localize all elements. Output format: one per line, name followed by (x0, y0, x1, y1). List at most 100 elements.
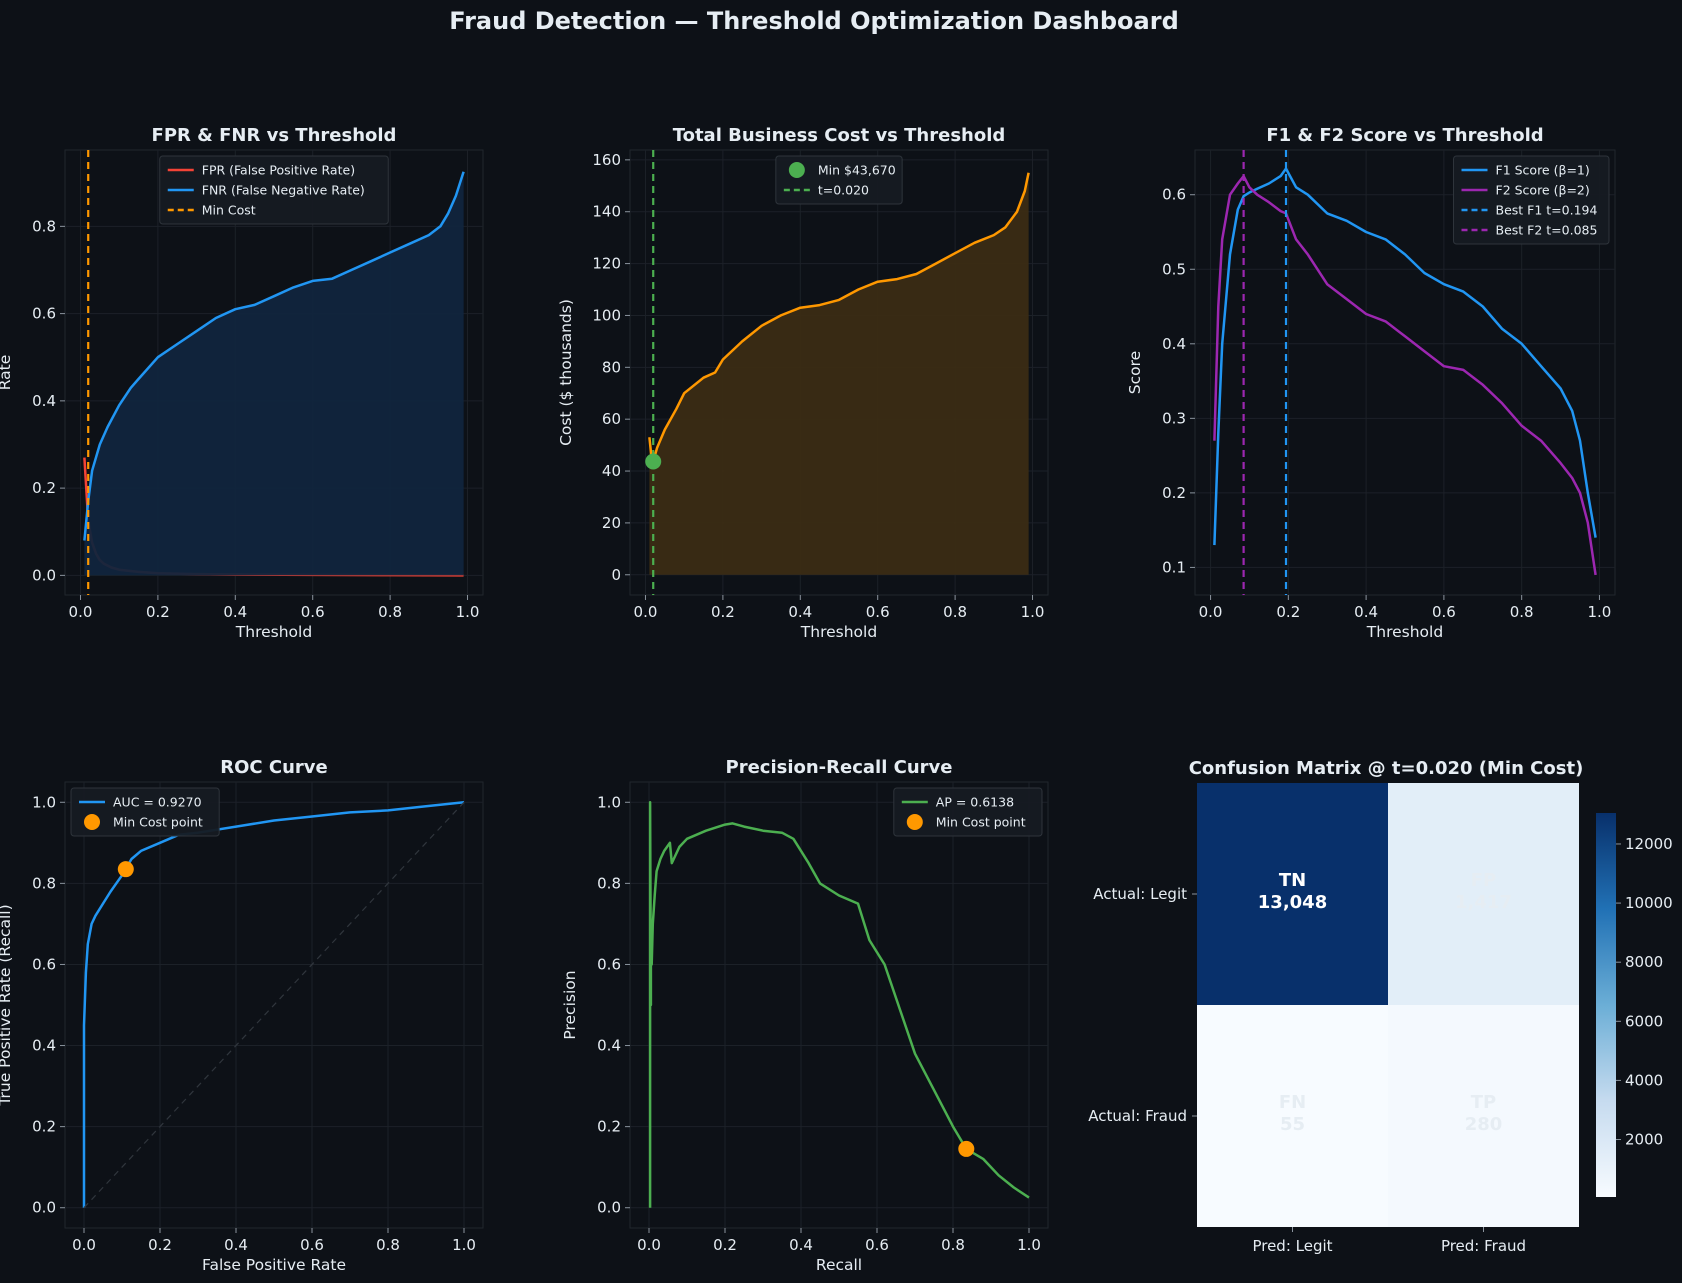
x-tick-label: 0.6 (301, 603, 325, 621)
y-tick-label: 160 (592, 151, 621, 169)
legend-label: AUC = 0.9270 (113, 795, 202, 810)
chart-title: F1 & F2 Score vs Threshold (1266, 125, 1543, 146)
y-tick-label: 0.8 (597, 874, 621, 892)
y-tick-label: 0.0 (32, 1199, 56, 1217)
y-tick-label: 0.2 (32, 479, 56, 497)
x-axis-label: Recall (816, 1256, 862, 1274)
chart-title: Precision-Recall Curve (726, 757, 953, 778)
chart-title: ROC Curve (220, 757, 327, 778)
legend-label: Min $43,670 (818, 163, 896, 178)
series-line-auc-0-9270 (82, 801, 465, 1208)
x-tick-label: 0.8 (941, 1236, 965, 1254)
marker-point (645, 453, 662, 470)
matrix-cell-tag: TP (1471, 1092, 1496, 1113)
y-tick-label: 0.6 (32, 955, 56, 973)
y-axis-label: True Positive Rate (Recall) (0, 904, 14, 1106)
matrix-cell-count: 55 (1280, 1114, 1305, 1135)
legend-label: Best F1 t=0.194 (1496, 203, 1598, 218)
y-tick-label: 120 (592, 255, 621, 273)
series-fill-area (649, 172, 1029, 575)
y-tick-label: 0.2 (597, 1118, 621, 1136)
row-label: Actual: Legit (1093, 885, 1187, 903)
x-axis-label: Threshold (1366, 623, 1443, 641)
series-line-reference (83, 801, 465, 1209)
x-tick-label: 0.8 (378, 603, 402, 621)
x-tick-label: 0.4 (788, 603, 812, 621)
x-tick-label: 0.4 (1354, 603, 1378, 621)
legend-box (893, 787, 1043, 837)
x-tick-label: 0.8 (376, 1236, 400, 1254)
x-tick-label: 0.8 (1510, 603, 1534, 621)
series-line-reference (648, 172, 1030, 463)
legend-box (159, 155, 389, 225)
x-tick-label: 0.6 (865, 1236, 889, 1254)
x-tick-label: 1.0 (1588, 603, 1612, 621)
x-tick-label: 0.4 (224, 1236, 248, 1254)
x-tick-label: 0.0 (634, 603, 658, 621)
col-label: Pred: Legit (1252, 1237, 1332, 1255)
legend-box (1453, 155, 1610, 245)
chart-title: FPR & FNR vs Threshold (152, 125, 397, 146)
y-tick-label: 0 (611, 566, 621, 584)
y-tick-label: 1.0 (32, 793, 56, 811)
colorbar-tick-label: 12000 (1625, 835, 1673, 853)
legend-box (70, 787, 220, 837)
legend-label: t=0.020 (818, 183, 869, 198)
matrix-cell-count: 280 (1465, 1114, 1503, 1135)
y-tick-label: 0.4 (597, 1037, 621, 1055)
matrix-cell (1388, 1005, 1579, 1227)
fpr_fnr-chart: 0.0 0.2 0.4 0.6 0.8 1.0 0.0 0.2 0.4 0.6 0.8 FPR & F… (0, 125, 484, 641)
colorbar (1596, 813, 1616, 1197)
legend: FPR (False Positive Rate) FNR (False Nega… (159, 155, 389, 225)
y-tick-label: 0.0 (32, 566, 56, 584)
matrix-cell-tag: FP (1471, 870, 1497, 891)
y-axis-label: Cost ($ thousands) (557, 299, 575, 446)
row-label: Actual: Fraud (1088, 1107, 1187, 1125)
y-tick-label: 0.8 (32, 874, 56, 892)
matrix-cell (1388, 783, 1579, 1005)
y-tick-label: 0.1 (1162, 558, 1186, 576)
chart-title: Confusion Matrix @ t=0.020 (Min Cost) (1189, 758, 1584, 779)
y-tick-label: 0.3 (1162, 409, 1186, 427)
matrix-cell-tag: FN (1279, 1092, 1306, 1113)
legend-swatch (788, 162, 805, 178)
x-tick-label: 0.0 (69, 603, 93, 621)
colorbar-tick-label: 2000 (1625, 1131, 1663, 1149)
y-tick-label: 0.4 (32, 1037, 56, 1055)
x-tick-label: 0.0 (637, 1236, 661, 1254)
legend-swatch (84, 814, 100, 830)
x-tick-label: 0.0 (1199, 603, 1223, 621)
legend: Min $43,670 t=0.020 (775, 155, 903, 205)
y-tick-label: 140 (592, 203, 621, 221)
colorbar-tick-label: 6000 (1625, 1012, 1663, 1030)
legend-swatch (906, 814, 923, 830)
series-line-ap-0-6138 (648, 801, 1030, 1208)
y-tick-label: 0.8 (32, 217, 56, 235)
matrix-cell-count: 13,048 (1258, 892, 1327, 913)
legend: F1 Score (β=1) F2 Score (β=2) Best F1 t=0.… (1453, 155, 1610, 245)
x-tick-label: 0.2 (1276, 603, 1300, 621)
matrix-cell (1197, 1005, 1388, 1227)
y-tick-label: 80 (602, 358, 621, 376)
x-tick-label: 0.6 (866, 603, 890, 621)
x-tick-label: 0.6 (300, 1236, 324, 1254)
matrix-cell-count: 1,417 (1455, 892, 1512, 913)
x-tick-label: 1.0 (1017, 1236, 1041, 1254)
legend-label: Min Cost point (113, 815, 203, 830)
legend-label: Best F2 t=0.085 (1496, 223, 1598, 238)
y-tick-label: 0.0 (597, 1199, 621, 1217)
y-tick-label: 0.2 (32, 1118, 56, 1136)
x-tick-label: 1.0 (452, 1236, 476, 1254)
col-label: Pred: Fraud (1441, 1237, 1526, 1255)
legend: AUC = 0.9270 Min Cost point (70, 787, 220, 837)
y-axis-label: Precision (561, 970, 579, 1039)
y-tick-label: 0.4 (32, 392, 56, 410)
roc-chart: 0.0 0.2 0.4 0.6 0.8 1.0 0.0 0.2 0.4 0.6 0.8 1.0 ROC … (0, 757, 484, 1274)
colorbar-tick-label: 10000 (1625, 894, 1673, 912)
x-tick-label: 0.4 (789, 1236, 813, 1254)
y-tick-label: 0.6 (597, 955, 621, 973)
x-tick-label: 0.2 (713, 1236, 737, 1254)
legend-label: FPR (False Positive Rate) (202, 163, 355, 178)
cost-chart: 0.0 0.2 0.4 0.6 0.8 1.0 0 20 40 60 80 100 120 140 160 T… (557, 125, 1049, 641)
